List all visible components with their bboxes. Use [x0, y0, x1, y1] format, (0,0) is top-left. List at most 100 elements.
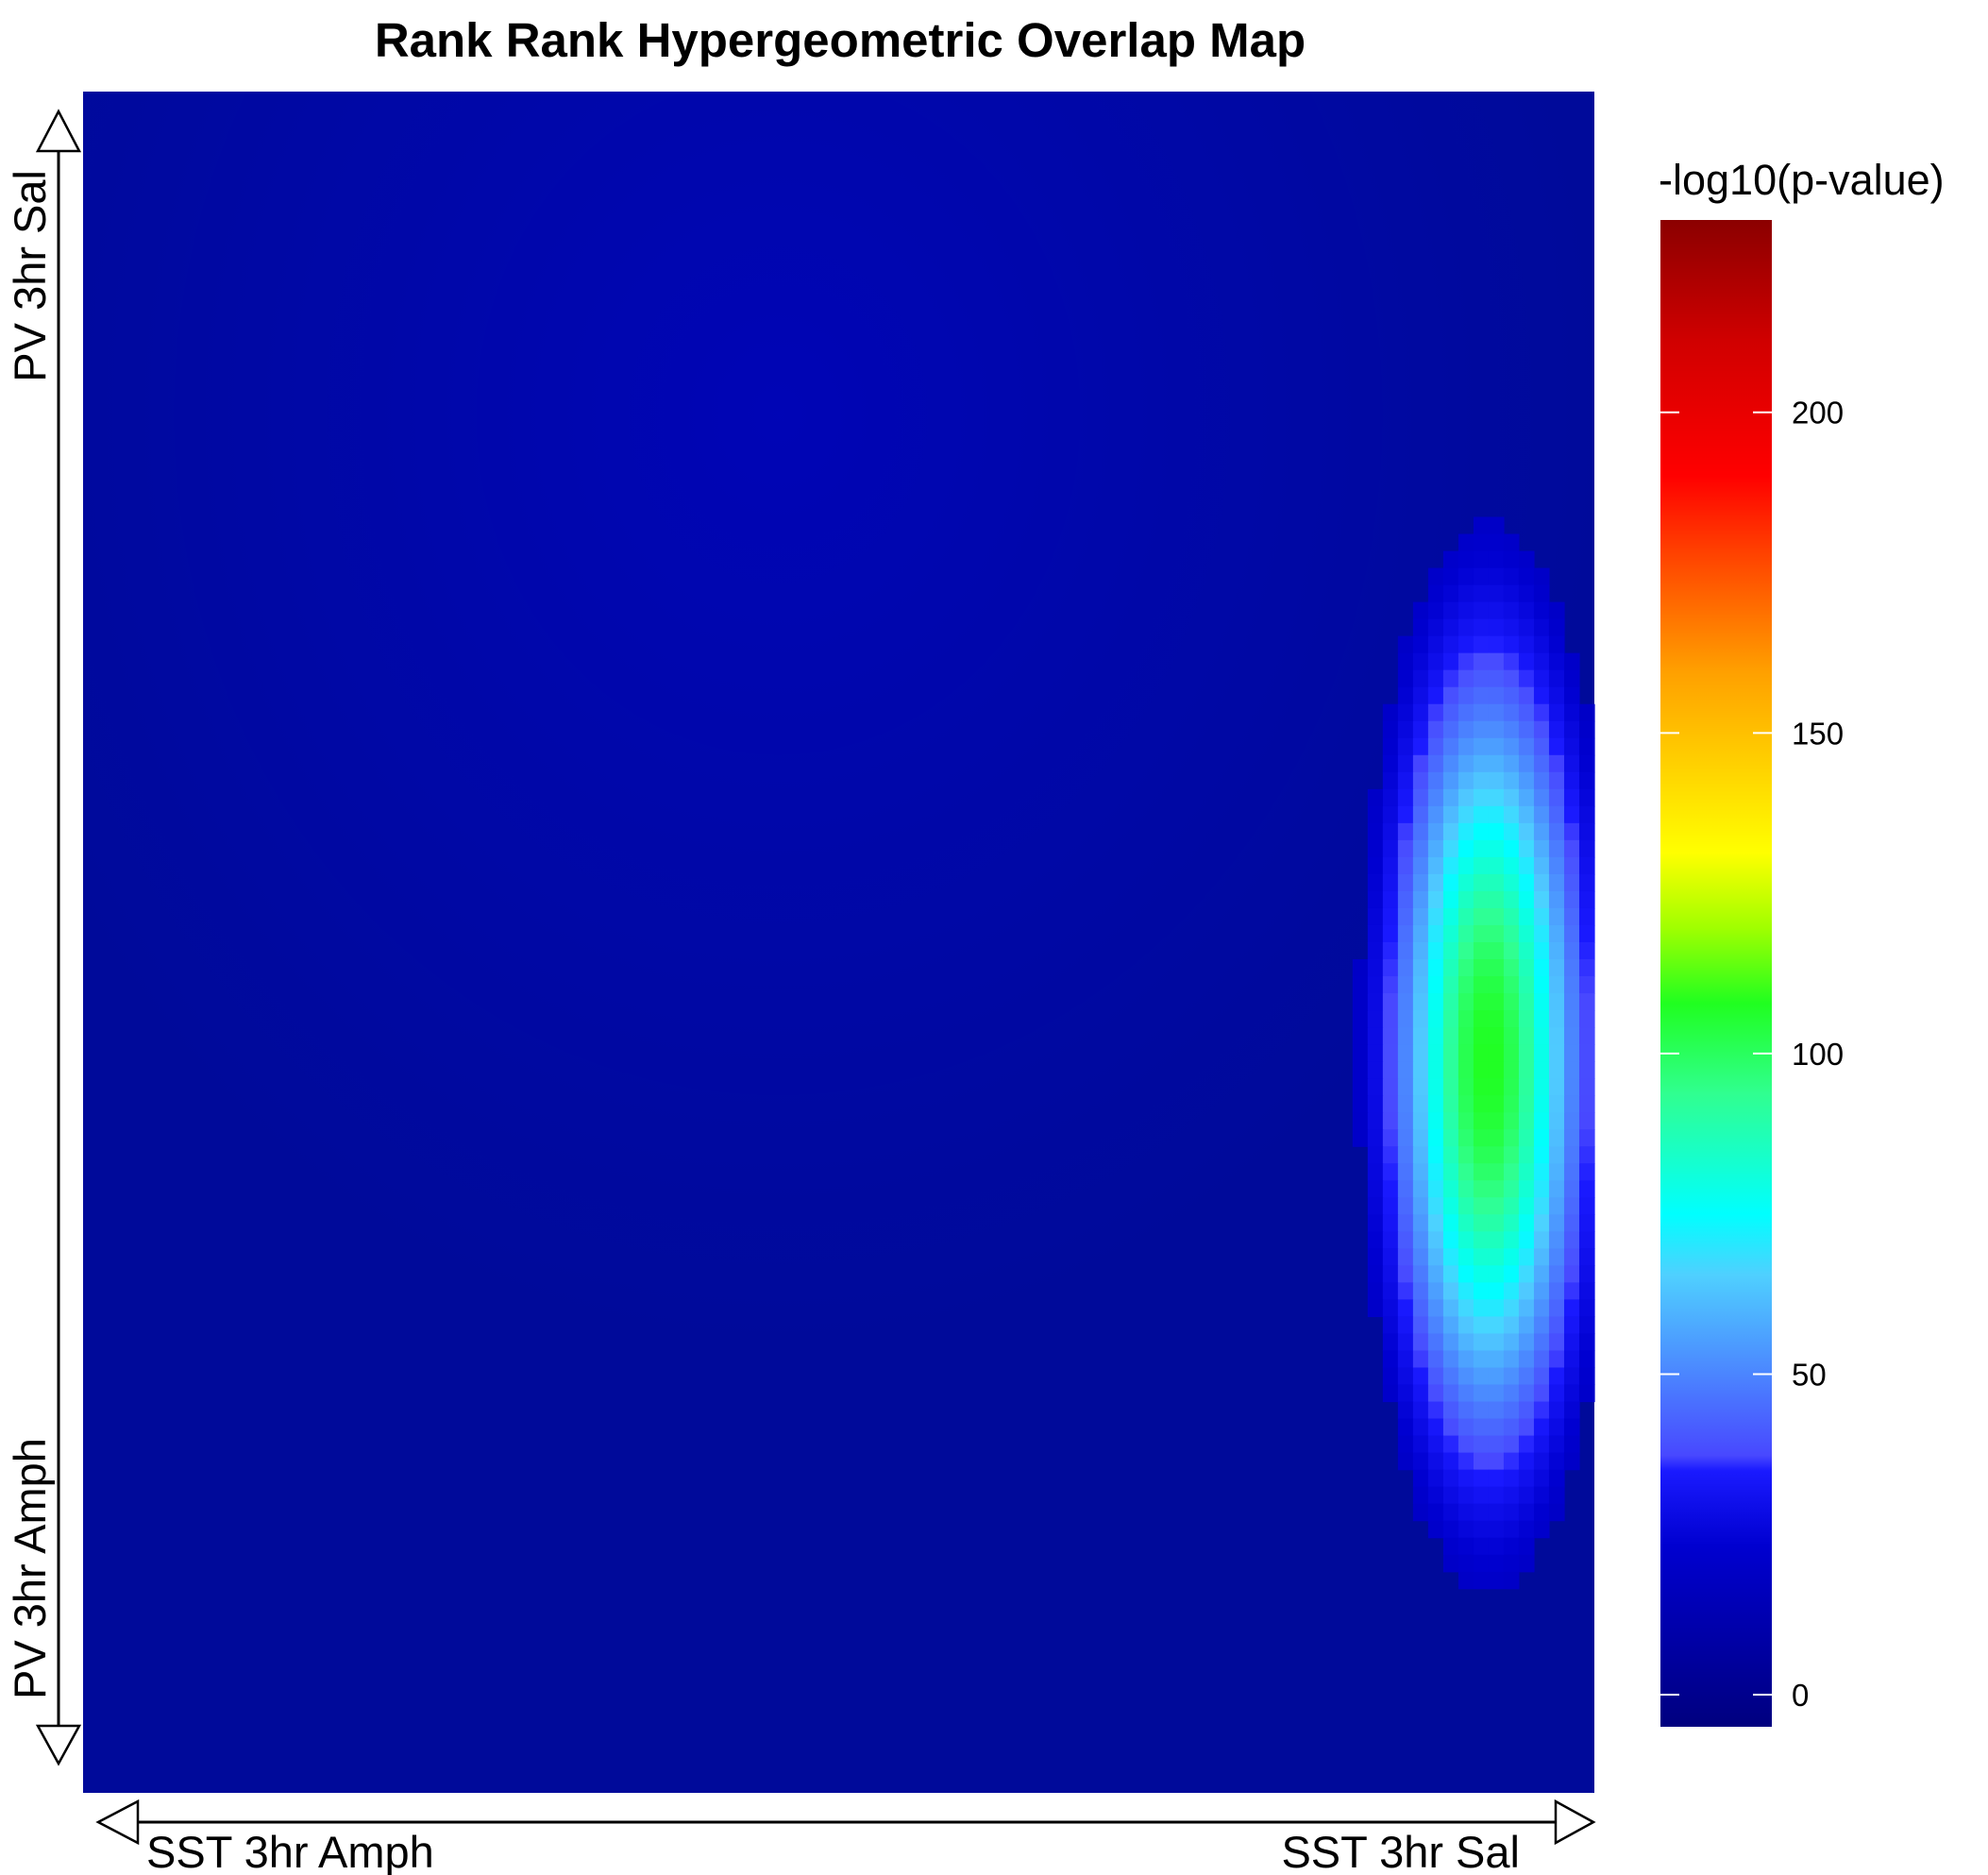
heatmap-cell: [1563, 652, 1580, 671]
heatmap-cell: [1563, 1418, 1580, 1437]
heatmap-cell: [1533, 1418, 1550, 1437]
heatmap-cell: [1427, 1027, 1444, 1045]
heatmap-cell: [1427, 856, 1444, 875]
heatmap-cell: [1397, 993, 1414, 1011]
heatmap-cell: [1518, 1333, 1535, 1352]
heatmap-cell: [1488, 1146, 1505, 1164]
heatmap-cell: [1473, 805, 1490, 824]
heatmap-cell: [1578, 1095, 1595, 1113]
heatmap-cell: [1367, 1265, 1384, 1283]
heatmap-cell: [1488, 516, 1505, 535]
heatmap-cell: [1518, 703, 1535, 722]
heatmap-cell: [1397, 1214, 1414, 1232]
heatmap-cell: [1488, 584, 1505, 603]
heatmap-cell: [1578, 839, 1595, 858]
heatmap-cell: [1533, 1265, 1550, 1283]
heatmap-cell: [1533, 1248, 1550, 1266]
heatmap-cell: [1457, 550, 1474, 569]
heatmap-cell: [1503, 1435, 1520, 1454]
heatmap-cell: [1442, 1265, 1459, 1283]
heatmap-cell: [1442, 1180, 1459, 1198]
heatmap-cell: [1488, 754, 1505, 773]
heatmap-cell: [1382, 1384, 1399, 1403]
heatmap-cell: [1442, 1248, 1459, 1266]
heatmap-cell: [1442, 1486, 1459, 1505]
heatmap-cell: [1457, 737, 1474, 756]
heatmap-cell: [1563, 1180, 1580, 1198]
heatmap-cell: [1488, 1435, 1505, 1454]
heatmap-cell: [1382, 1010, 1399, 1028]
heatmap-cell: [1563, 959, 1580, 977]
heatmap-cell: [1533, 1197, 1550, 1215]
heatmap-cell: [1473, 669, 1490, 688]
heatmap-cell: [1488, 942, 1505, 960]
heatmap-cell: [1427, 720, 1444, 739]
heatmap-cell: [1533, 1010, 1550, 1028]
heatmap-cell: [1442, 1316, 1459, 1335]
heatmap-cell: [1503, 822, 1520, 841]
heatmap-cell: [1503, 1265, 1520, 1283]
heatmap-cell: [1578, 1214, 1595, 1232]
heatmap-cell: [1563, 1367, 1580, 1386]
heatmap-cell: [1503, 550, 1520, 569]
heatmap-cell: [1427, 1265, 1444, 1283]
heatmap-cell: [1427, 890, 1444, 909]
heatmap-cell: [1533, 1078, 1550, 1096]
heatmap-cell: [1488, 652, 1505, 671]
heatmap-cell: [1503, 788, 1520, 807]
heatmap-cell: [1442, 1333, 1459, 1352]
heatmap-cell: [1518, 1350, 1535, 1369]
heatmap-cell: [1457, 584, 1474, 603]
heatmap-cell: [1533, 1095, 1550, 1113]
colorbar-ticks: 0 50 100 150 200: [1660, 396, 1844, 1713]
heatmap-cell: [1367, 1095, 1384, 1113]
heatmap-cell: [1427, 584, 1444, 603]
heatmap-cell: [1442, 618, 1459, 637]
heatmap-cell: [1518, 1299, 1535, 1318]
heatmap-cell: [1503, 1095, 1520, 1113]
heatmap-cell: [1548, 737, 1565, 756]
heatmap-cell: [1457, 890, 1474, 909]
heatmap-cell: [1352, 1027, 1369, 1045]
heatmap-cell: [1533, 873, 1550, 892]
heatmap-cell: [1578, 1248, 1595, 1266]
heatmap-cell: [1503, 1027, 1520, 1045]
heatmap-cell: [1352, 1061, 1369, 1079]
heatmap-cell: [1442, 737, 1459, 756]
heatmap-cell: [1457, 839, 1474, 858]
heatmap-cell: [1457, 618, 1474, 637]
heatmap-cell: [1427, 1469, 1444, 1488]
heatmap-cell: [1563, 1316, 1580, 1335]
heatmap-cell: [1457, 567, 1474, 586]
heatmap-cell: [1412, 959, 1429, 977]
heatmap-cell: [1457, 1163, 1474, 1181]
heatmap-cell: [1533, 1452, 1550, 1471]
heatmap-cell: [1518, 924, 1535, 943]
heatmap-cell: [1548, 1027, 1565, 1045]
heatmap-cell: [1503, 1214, 1520, 1232]
heatmap-cell: [1488, 873, 1505, 892]
heatmap-cell: [1563, 1282, 1580, 1301]
heatmap-cell: [1563, 890, 1580, 909]
heatmap-cell: [1503, 652, 1520, 671]
heatmap-cell: [1442, 669, 1459, 688]
heatmap-cell: [1533, 788, 1550, 807]
heatmap-cell: [1563, 942, 1580, 960]
heatmap-cell: [1367, 1299, 1384, 1318]
heatmap-cell: [1457, 1265, 1474, 1283]
heatmap-cell: [1518, 942, 1535, 960]
heatmap-cell: [1367, 1180, 1384, 1198]
heatmap-cell: [1518, 1282, 1535, 1301]
heatmap-cell: [1397, 1452, 1414, 1471]
heatmap-cell: [1518, 720, 1535, 739]
heatmap-cell: [1442, 976, 1459, 994]
heatmap-cell: [1382, 1197, 1399, 1215]
heatmap-cell: [1382, 720, 1399, 739]
heatmap-cell: [1503, 1333, 1520, 1352]
heatmap-cell: [1473, 924, 1490, 943]
heatmap-cell: [1503, 959, 1520, 977]
heatmap-cell: [1578, 1112, 1595, 1130]
heatmap-cell: [1397, 1078, 1414, 1096]
heatmap-cell: [1488, 1180, 1505, 1198]
heatmap-cell: [1457, 856, 1474, 875]
